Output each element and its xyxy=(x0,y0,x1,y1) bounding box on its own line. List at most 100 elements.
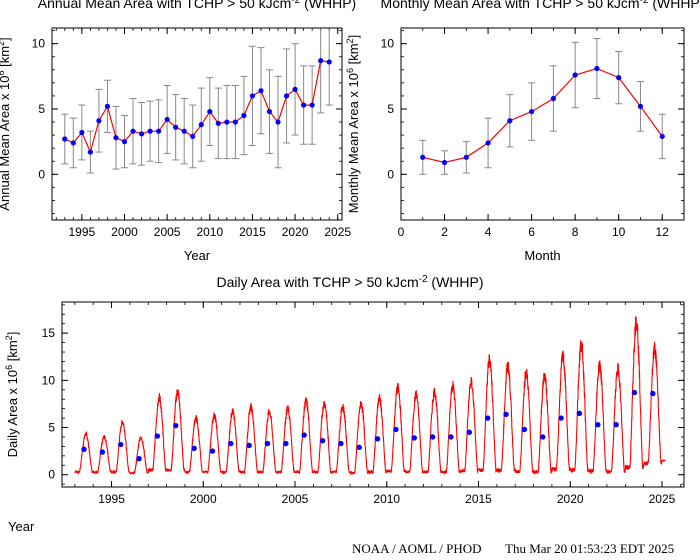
x-tick-label: 2010 xyxy=(373,492,400,506)
x-tick-label: 0 xyxy=(398,225,405,239)
plot-frame xyxy=(51,27,343,221)
footer-timestamp: Thu Mar 20 01:53:23 EDT 2025 xyxy=(505,541,674,556)
x-axis-label: Year xyxy=(8,519,35,534)
data-point xyxy=(275,119,281,125)
y-tick-label: 5 xyxy=(48,421,55,435)
x-tick-label: 8 xyxy=(572,225,579,239)
data-point xyxy=(258,88,264,94)
annual-mean-point xyxy=(558,415,564,421)
data-point xyxy=(104,103,111,109)
annual-mean-point xyxy=(338,440,344,447)
data-point xyxy=(616,75,622,81)
x-tick-label: 2020 xyxy=(557,492,584,506)
annual-mean-point xyxy=(503,411,509,418)
data-point xyxy=(96,118,102,124)
data-point xyxy=(266,108,273,115)
x-tick-label: 2025 xyxy=(649,492,676,506)
data-point xyxy=(318,58,324,64)
data-point xyxy=(309,102,315,108)
data-point xyxy=(156,128,162,134)
x-tick-label: 2 xyxy=(441,225,448,239)
plot-frame xyxy=(61,301,685,488)
data-point xyxy=(659,133,665,140)
annual-mean-point xyxy=(631,389,638,396)
y-tick-label: 15 xyxy=(42,326,56,340)
annual-mean-point xyxy=(540,434,546,440)
y-tick-label: 5 xyxy=(38,102,45,116)
annual-mean-point xyxy=(521,426,528,433)
y-axis-label: Daily Area x 106 [km2] xyxy=(4,332,20,458)
panel-title: Annual Mean Area with TCHP > 50 kJcm-2 (… xyxy=(38,0,356,11)
data-point xyxy=(181,128,187,134)
data-point xyxy=(463,154,469,160)
annual-mean-point xyxy=(173,422,179,429)
plot-area xyxy=(419,37,666,175)
x-axis-label: Year xyxy=(184,248,211,263)
mean-line xyxy=(422,67,663,164)
y-tick-label: 0 xyxy=(387,167,394,181)
annual-mean-point xyxy=(448,434,454,440)
data-point xyxy=(441,159,448,166)
data-point xyxy=(529,108,535,115)
data-point xyxy=(79,129,85,136)
data-point xyxy=(326,59,332,65)
daily-area-line xyxy=(74,316,666,476)
data-point xyxy=(62,136,68,142)
data-point xyxy=(121,139,128,145)
annual-mean-point xyxy=(264,440,271,447)
y-tick-label: 10 xyxy=(32,37,46,51)
plot-frame xyxy=(400,27,685,221)
x-tick-label: 2015 xyxy=(465,492,492,506)
annual-mean-point xyxy=(118,441,124,448)
annual-mean-point xyxy=(595,422,601,428)
x-tick-label: 2025 xyxy=(324,225,351,239)
panel-title: Daily Area with TCHP > 50 kJcm-2 (WHHP) xyxy=(216,274,483,290)
y-tick-label: 10 xyxy=(381,37,395,51)
data-point xyxy=(594,65,600,72)
data-point xyxy=(224,119,230,125)
x-tick-label: 1995 xyxy=(98,492,125,506)
annual-mean-point xyxy=(228,440,234,447)
annual-mean-point xyxy=(283,440,289,447)
data-point xyxy=(420,154,426,160)
x-tick-label: 10 xyxy=(612,225,626,239)
x-tick-label: 2005 xyxy=(154,225,181,239)
annual-mean-point xyxy=(374,436,381,442)
plot-area xyxy=(61,28,333,174)
y-axis-label: Monthly Mean Area x 106 [km2] xyxy=(345,35,361,213)
data-point xyxy=(249,93,256,99)
annual-mean-point xyxy=(209,448,216,454)
data-point xyxy=(283,93,290,99)
data-point xyxy=(485,140,491,146)
footer-credit: NOAA / AOML / PHOD xyxy=(352,541,482,556)
x-tick-label: 2020 xyxy=(282,225,309,239)
data-point xyxy=(241,112,247,119)
x-tick-label: 2000 xyxy=(190,492,217,506)
data-point xyxy=(190,133,196,140)
annual-mean-point xyxy=(576,410,583,417)
annual-mean-point xyxy=(356,444,362,451)
panel-title: Monthly Mean Area with TCHP > 50 kJcm-2 … xyxy=(381,0,700,11)
annual-mean-point xyxy=(411,435,417,441)
data-point xyxy=(138,131,145,137)
annual-mean-point xyxy=(191,445,197,452)
annual-mean-point xyxy=(393,426,399,433)
data-point xyxy=(113,135,119,141)
data-point xyxy=(550,95,556,102)
x-tick-label: 2010 xyxy=(196,225,223,239)
annual-mean-point xyxy=(319,438,326,444)
mean-line xyxy=(64,60,330,154)
annual-mean-point xyxy=(99,449,106,455)
annual-mean-panel: 1995 2000 2005 2010 2015 2020 2025 0 5 10 Annual M… xyxy=(0,0,356,263)
data-point xyxy=(215,120,221,126)
annual-mean-point xyxy=(301,432,307,438)
x-tick-label: 2005 xyxy=(282,492,309,506)
data-point xyxy=(130,128,136,134)
x-tick-label: 4 xyxy=(485,225,492,239)
annual-mean-point xyxy=(136,455,142,462)
annual-mean-point xyxy=(246,442,252,449)
annual-mean-point xyxy=(650,390,656,397)
x-tick-label: 12 xyxy=(656,225,670,239)
plot-area xyxy=(74,316,666,476)
